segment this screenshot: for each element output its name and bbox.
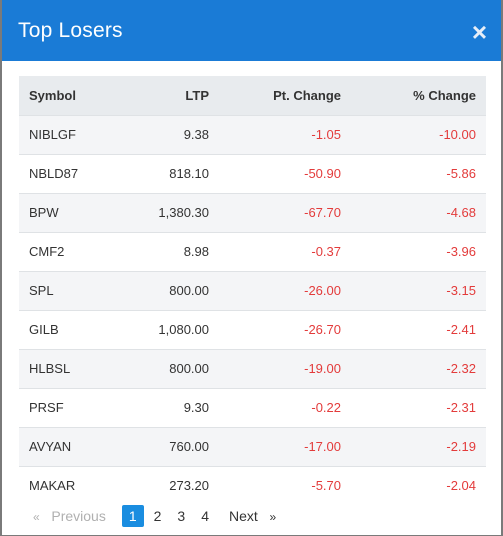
losers-table: Symbol LTP Pt. Change % Change NIBLGF 9.3… bbox=[19, 76, 486, 505]
next-page-button[interactable]: Next » bbox=[223, 505, 282, 527]
pct-change-cell: -2.04 bbox=[351, 465, 486, 505]
ltp-cell: 760.00 bbox=[109, 426, 219, 466]
page-4-button[interactable]: 4 bbox=[201, 508, 210, 524]
pt-change-cell: -19.00 bbox=[219, 348, 351, 388]
ltp-cell: 273.20 bbox=[109, 465, 219, 505]
pt-change-cell: -17.00 bbox=[219, 426, 351, 466]
previous-page-button: « Previous bbox=[27, 505, 112, 527]
symbol-cell: HLBSL bbox=[19, 348, 109, 388]
table-header-row: Symbol LTP Pt. Change % Change bbox=[19, 76, 486, 115]
column-header-symbol[interactable]: Symbol bbox=[19, 76, 109, 115]
pct-change-cell: -10.00 bbox=[351, 114, 486, 154]
modal-header: Top Losers × bbox=[2, 0, 501, 61]
pt-change-cell: -0.22 bbox=[219, 387, 351, 427]
pt-change-cell: -26.70 bbox=[219, 309, 351, 349]
pt-change-cell: -5.70 bbox=[219, 465, 351, 505]
table-row[interactable]: NBLD87 818.10 -50.90 -5.86 bbox=[19, 153, 486, 193]
symbol-cell: GILB bbox=[19, 309, 109, 349]
pt-change-cell: -50.90 bbox=[219, 153, 351, 193]
ltp-cell: 9.30 bbox=[109, 387, 219, 427]
close-icon[interactable]: × bbox=[471, 16, 487, 47]
previous-label: Previous bbox=[51, 508, 106, 524]
column-header-pt-change[interactable]: Pt. Change bbox=[219, 76, 351, 115]
symbol-cell: NIBLGF bbox=[19, 114, 109, 154]
ltp-cell: 800.00 bbox=[109, 348, 219, 388]
symbol-cell: PRSF bbox=[19, 387, 109, 427]
table-row[interactable]: PRSF 9.30 -0.22 -2.31 bbox=[19, 387, 486, 427]
double-right-arrow-icon: » bbox=[269, 510, 277, 524]
ltp-cell: 9.38 bbox=[109, 114, 219, 154]
pct-change-cell: -2.31 bbox=[351, 387, 486, 427]
table-row[interactable]: AVYAN 760.00 -17.00 -2.19 bbox=[19, 426, 486, 466]
symbol-cell: SPL bbox=[19, 270, 109, 310]
pct-change-cell: -3.15 bbox=[351, 270, 486, 310]
pct-change-cell: -2.19 bbox=[351, 426, 486, 466]
page-2-button[interactable]: 2 bbox=[153, 508, 162, 524]
ltp-cell: 818.10 bbox=[109, 153, 219, 193]
pt-change-cell: -0.37 bbox=[219, 231, 351, 271]
table-row[interactable]: BPW 1,380.30 -67.70 -4.68 bbox=[19, 192, 486, 232]
modal-title: Top Losers bbox=[18, 18, 123, 42]
table-row[interactable]: HLBSL 800.00 -19.00 -2.32 bbox=[19, 348, 486, 388]
losers-table-container: Symbol LTP Pt. Change % Change NIBLGF 9.3… bbox=[19, 76, 486, 505]
symbol-cell: BPW bbox=[19, 192, 109, 232]
next-label: Next bbox=[229, 508, 258, 524]
ltp-cell: 1,380.30 bbox=[109, 192, 219, 232]
table-row[interactable]: CMF2 8.98 -0.37 -3.96 bbox=[19, 231, 486, 271]
column-header-ltp[interactable]: LTP bbox=[109, 76, 219, 115]
page-3-button[interactable]: 3 bbox=[177, 508, 186, 524]
pt-change-cell: -67.70 bbox=[219, 192, 351, 232]
table-row[interactable]: NIBLGF 9.38 -1.05 -10.00 bbox=[19, 114, 486, 154]
column-header-pct-change[interactable]: % Change bbox=[351, 76, 486, 115]
pct-change-cell: -2.41 bbox=[351, 309, 486, 349]
page-1-button[interactable]: 1 bbox=[121, 505, 144, 527]
ltp-cell: 8.98 bbox=[109, 231, 219, 271]
symbol-cell: NBLD87 bbox=[19, 153, 109, 193]
pct-change-cell: -3.96 bbox=[351, 231, 486, 271]
double-left-arrow-icon: « bbox=[33, 510, 40, 524]
pt-change-cell: -26.00 bbox=[219, 270, 351, 310]
pct-change-cell: -2.32 bbox=[351, 348, 486, 388]
pct-change-cell: -4.68 bbox=[351, 192, 486, 232]
pagination: « Previous 1 2 3 4 Next » bbox=[27, 505, 282, 527]
symbol-cell: AVYAN bbox=[19, 426, 109, 466]
ltp-cell: 800.00 bbox=[109, 270, 219, 310]
pt-change-cell: -1.05 bbox=[219, 114, 351, 154]
symbol-cell: CMF2 bbox=[19, 231, 109, 271]
pct-change-cell: -5.86 bbox=[351, 153, 486, 193]
symbol-cell: MAKAR bbox=[19, 465, 109, 505]
table-row[interactable]: GILB 1,080.00 -26.70 -2.41 bbox=[19, 309, 486, 349]
ltp-cell: 1,080.00 bbox=[109, 309, 219, 349]
table-row[interactable]: MAKAR 273.20 -5.70 -2.04 bbox=[19, 465, 486, 505]
table-row[interactable]: SPL 800.00 -26.00 -3.15 bbox=[19, 270, 486, 310]
